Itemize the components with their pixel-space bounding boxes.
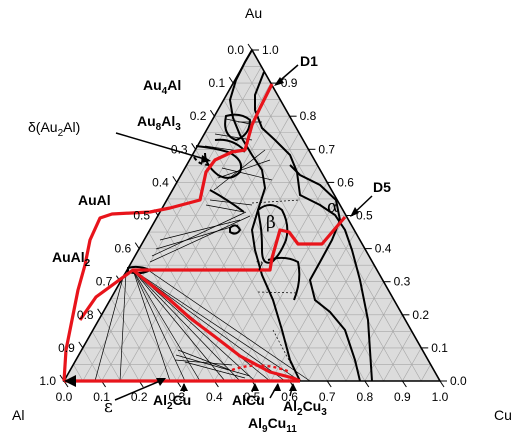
label-alcu: AlCu [232, 392, 265, 408]
left-axis-tick-labels: 0.0 0.1 0.2 0.3 0.4 0.5 0.6 0.7 0.8 0.9 1.0 [39, 43, 244, 388]
grid-line [73, 364, 84, 382]
right-tick-label: 0.6 [337, 175, 354, 189]
right-tick-label: 0.1 [431, 341, 448, 355]
arrow-heads [64, 77, 359, 391]
grid-line [120, 281, 178, 382]
label-al2cu: Al2Cu [153, 392, 191, 412]
bottom-tick-label: 0.7 [319, 390, 336, 404]
left-tick-label: 0.3 [171, 142, 188, 156]
left-tick-label: 0.4 [152, 175, 169, 189]
grid-line [157, 132, 300, 382]
left-tick [134, 242, 140, 249]
left-tick-label: 0.8 [77, 308, 94, 322]
left-tick [228, 76, 234, 84]
bottom-tick-label: 0.9 [394, 390, 411, 404]
grid-line [232, 198, 337, 382]
label-au4al: Au4Al [143, 77, 181, 97]
red-dotted-segment [231, 364, 291, 374]
label-beta-phase: β [266, 213, 276, 233]
right-tick-label: 0.0 [450, 374, 467, 388]
grid-line [167, 198, 272, 382]
bottom-tick-label: 0.2 [131, 390, 148, 404]
left-tick-label: 1.0 [39, 374, 56, 388]
bottom-tick-label: 0.0 [56, 390, 73, 404]
left-tick-label: 0.1 [209, 76, 226, 90]
bottom-tick-label: 0.8 [356, 390, 373, 404]
grid-line [120, 99, 281, 382]
grid-line [91, 331, 121, 382]
d5-diffusion-path [131, 215, 347, 383]
left-tick [97, 308, 103, 316]
grid-line [148, 231, 234, 382]
bottom-tick-label: 0.1 [93, 390, 110, 404]
label-al2cu3: Al2Cu3 [283, 398, 327, 418]
grid-line [82, 347, 102, 382]
grid-line [383, 331, 413, 382]
d1-red-connector [78, 268, 134, 321]
right-tick-label: 0.8 [300, 109, 317, 123]
bottom-tick-label: 0.6 [281, 390, 298, 404]
vertex-label-top: Au [245, 5, 262, 21]
grid-line [185, 165, 309, 382]
delta-dashed-boundary [193, 156, 214, 166]
bottom-axis-tick-labels: 0.0 0.1 0.2 0.3 0.4 0.5 0.6 0.7 0.8 0.9 1.0 [56, 390, 449, 404]
label-aual2: AuAl2 [52, 249, 91, 269]
grid-line [101, 314, 140, 382]
grid-line [223, 99, 384, 382]
tie-lines [94, 118, 311, 382]
left-tick-label: 0.6 [115, 242, 132, 256]
right-tick-label: 0.5 [356, 209, 373, 223]
bottom-tick [326, 380, 332, 388]
bottom-tick-label: 0.5 [244, 390, 261, 404]
label-al9cu11: Al9Cu11 [248, 415, 297, 435]
grid-line [402, 347, 422, 382]
label-delta-au2al: δ(Au2Al) [28, 119, 80, 139]
label-d5: D5 [373, 179, 391, 195]
grid-line [270, 231, 356, 382]
right-tick-label: 0.9 [281, 76, 298, 90]
left-tick-label: 0.5 [133, 209, 150, 223]
left-tick [247, 43, 253, 51]
d1-diffusion-path [62, 83, 274, 382]
grid-line [326, 281, 384, 382]
label-aual: AuAl [78, 192, 111, 208]
bottom-tick [439, 380, 445, 388]
bottom-tick-label: 0.4 [206, 390, 223, 404]
vertex-label-left: Al [12, 407, 24, 423]
left-tick [209, 109, 215, 117]
label-d1: D1 [300, 53, 318, 69]
left-tick [78, 341, 84, 349]
right-tick-label: 0.2 [412, 308, 429, 322]
right-tick-label: 0.4 [375, 242, 392, 256]
bottom-tick-label: 1.0 [432, 390, 449, 404]
bottom-tick [401, 380, 407, 388]
vertex-label-right: Cu [494, 407, 512, 423]
grid-line [82, 66, 262, 382]
grid-line [289, 248, 366, 382]
right-tick-label: 0.3 [394, 275, 411, 289]
left-tick [172, 176, 178, 183]
label-epsilon-phase: ε [104, 397, 113, 417]
label-gamma-phase: γ [256, 257, 263, 271]
left-tick-label: 0.9 [58, 341, 75, 355]
left-tick-label: 0.0 [227, 43, 244, 57]
grid-line [242, 66, 422, 382]
label-au8al3: Au8Al3 [137, 113, 181, 133]
grid-line [129, 265, 196, 382]
bottom-tick-label: 0.3 [168, 390, 185, 404]
label-alpha-phase: α [327, 197, 339, 217]
grid-line [420, 364, 431, 382]
bottom-tick [364, 380, 370, 388]
right-tick-label: 0.7 [318, 142, 335, 156]
left-tick [191, 143, 197, 150]
left-tick-label: 0.7 [96, 275, 113, 289]
right-tick-label: 1.0 [262, 43, 279, 57]
grid-line [308, 265, 375, 382]
right-axis-tick-labels: 1.0 0.9 0.8 0.7 0.6 0.5 0.4 0.3 0.2 0.1 0.0 [262, 43, 467, 388]
grid-line [110, 298, 159, 382]
left-tick-label: 0.2 [190, 109, 207, 123]
